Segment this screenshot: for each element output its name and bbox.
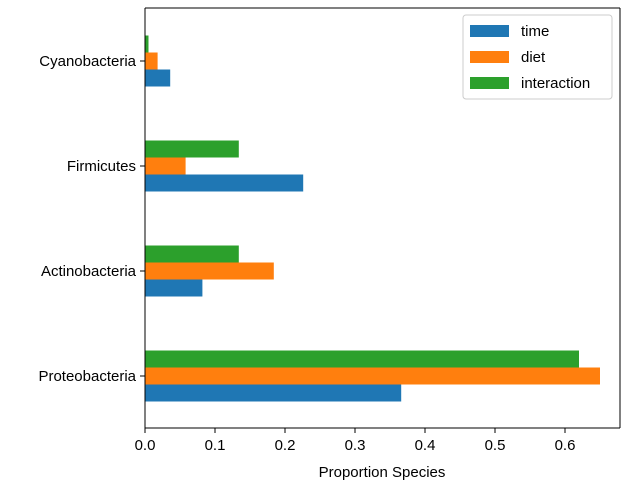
x-tick-label: 0.2 — [275, 437, 296, 454]
bar-time-actinobacteria — [145, 279, 203, 297]
x-tick-label: 0.0 — [135, 437, 156, 454]
axes-layer — [144, 7, 621, 429]
y-tick-label: Proteobacteria — [38, 368, 136, 385]
y-tick-label: Firmicutes — [67, 158, 136, 175]
ticks-layer: 0.0 0.1 0.2 0.3 0.4 0.5 0.6 Proteobacteria Actin… — [38, 53, 575, 454]
bar-interaction-actinobacteria — [145, 245, 239, 263]
legend-swatch-interaction — [470, 77, 509, 89]
legend-label-interaction: interaction — [521, 75, 590, 92]
x-tick-label: 0.4 — [415, 437, 436, 454]
legend-swatch-diet — [470, 51, 509, 63]
legend-swatch-time — [470, 25, 509, 37]
x-tick-label: 0.1 — [205, 437, 226, 454]
legend-label-diet: diet — [521, 49, 546, 66]
bar-time-firmicutes — [145, 174, 304, 192]
y-tick-label: Cyanobacteria — [39, 53, 136, 70]
x-axis-title: Proportion Species — [319, 464, 446, 481]
x-tick-label: 0.6 — [555, 437, 576, 454]
bars-layer — [145, 35, 600, 402]
bar-time-proteobacteria — [145, 384, 402, 402]
bar-interaction-firmicutes — [145, 140, 239, 158]
bar-diet-actinobacteria — [145, 262, 274, 280]
legend: time diet interaction — [462, 14, 613, 100]
bar-diet-proteobacteria — [145, 367, 600, 385]
bar-diet-firmicutes — [145, 157, 186, 175]
x-tick-label: 0.3 — [345, 437, 366, 454]
bar-interaction-cyanobacteria — [145, 35, 149, 53]
x-tick-label: 0.5 — [485, 437, 506, 454]
legend-label-time: time — [521, 23, 549, 40]
y-tick-label: Actinobacteria — [41, 263, 137, 280]
bar-diet-cyanobacteria — [145, 52, 158, 70]
bar-interaction-proteobacteria — [145, 350, 579, 368]
bar-time-cyanobacteria — [145, 69, 171, 87]
